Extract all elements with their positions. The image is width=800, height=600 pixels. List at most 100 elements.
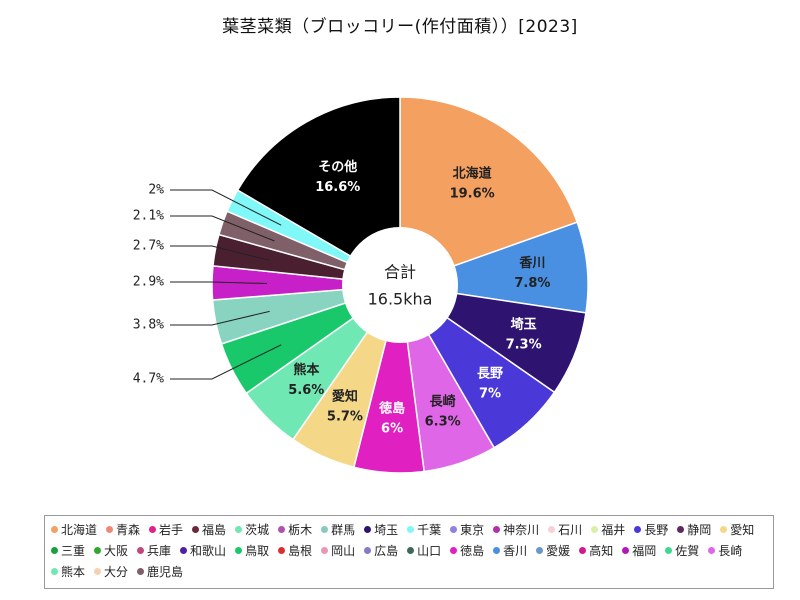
legend-marker (321, 547, 329, 554)
center-label-total: 合計 (384, 263, 416, 282)
legend-label: 高知 (589, 544, 614, 558)
legend-marker (493, 547, 501, 554)
legend-item: 東京 (450, 520, 484, 541)
legend-item: 岡山 (321, 541, 355, 562)
legend-marker (493, 526, 501, 533)
legend: 北海道 青森 岩手 福島 茨城 栃木 群馬 埼玉 千葉 東京 神奈川 石川 福井 長野 静岡 愛知三重 大阪 兵庫… (44, 515, 774, 589)
legend-label: 埼玉 (374, 523, 399, 537)
legend-marker (364, 526, 372, 533)
legend-item: 栃木 (278, 520, 312, 541)
legend-marker (634, 526, 642, 533)
legend-label: 東京 (460, 523, 485, 537)
legend-label: 三重 (61, 544, 86, 558)
legend-marker (51, 568, 58, 575)
center-hole (342, 227, 458, 343)
legend-marker (665, 547, 673, 554)
leader-value-label: 4.7% (133, 372, 164, 387)
legend-label: 広島 (374, 544, 399, 558)
slice-value-label: 7.3% (506, 338, 542, 353)
legend-item: 三重 (51, 541, 85, 562)
pie-slice-北海道 (399, 96, 579, 287)
legend-marker (94, 568, 102, 575)
legend-marker (235, 547, 243, 554)
slice-value-label: 19.6% (450, 186, 495, 201)
legend-marker (137, 547, 145, 554)
legend-label: 福島 (202, 523, 227, 537)
legend-marker (407, 547, 415, 554)
slice-name-label: 熊本 (293, 362, 319, 378)
legend-marker (51, 526, 58, 533)
legend-item: 山口 (407, 541, 441, 562)
slice-value-label: 6.3% (425, 414, 461, 429)
leader-line (170, 281, 268, 285)
legend-label: 佐賀 (675, 544, 700, 558)
legend-item: 福岡 (622, 541, 656, 562)
legend-label: 愛媛 (546, 544, 571, 558)
legend-label: 長崎 (718, 544, 743, 558)
pie-slice-その他 (236, 96, 401, 287)
legend-item: 佐賀 (665, 541, 699, 562)
legend-item: 長崎 (708, 541, 742, 562)
legend-item: 石川 (548, 520, 582, 541)
legend-marker (149, 526, 157, 533)
legend-item: 愛知 (720, 520, 754, 541)
legend-label: 島根 (288, 544, 313, 558)
legend-label: 青森 (116, 523, 141, 537)
legend-item: 香川 (493, 541, 527, 562)
legend-marker (579, 547, 587, 554)
legend-marker (278, 526, 286, 533)
leader-value-label: 2% (148, 183, 164, 198)
legend-label: 石川 (558, 523, 583, 537)
legend-item: 大分 (94, 562, 128, 583)
legend-item: 静岡 (677, 520, 711, 541)
legend-label: 徳島 (460, 544, 485, 558)
leader-value-label: 2.9% (133, 275, 164, 290)
slice-name-label: 埼玉 (511, 317, 537, 333)
legend-item: 青森 (106, 520, 140, 541)
leader-value-label: 2.1% (133, 209, 164, 224)
legend-item: 鹿児島 (137, 562, 183, 583)
legend-marker (720, 526, 728, 533)
legend-item: 兵庫 (137, 541, 171, 562)
legend-item: 島根 (278, 541, 312, 562)
legend-marker (536, 547, 544, 554)
legend-marker (321, 526, 329, 533)
legend-item: 神奈川 (493, 520, 539, 541)
legend-item: 群馬 (321, 520, 355, 541)
legend-label: 長野 (644, 523, 669, 537)
slice-name-label: 愛知 (332, 389, 358, 405)
legend-item: 大阪 (94, 541, 128, 562)
legend-label: 福岡 (632, 544, 657, 558)
legend-item: 千葉 (407, 520, 441, 541)
leader-line (170, 245, 270, 261)
legend-item: 高知 (579, 541, 613, 562)
legend-label: 神奈川 (503, 523, 540, 537)
legend-label: 栃木 (288, 523, 313, 537)
legend-marker (235, 526, 243, 533)
legend-label: 岩手 (159, 523, 184, 537)
legend-marker (450, 526, 458, 533)
legend-label: 北海道 (61, 523, 98, 537)
legend-label: 鹿児島 (147, 565, 184, 579)
legend-label: 熊本 (61, 565, 86, 579)
slice-value-label: 6% (381, 421, 403, 436)
leader-line (170, 310, 270, 326)
legend-marker (708, 547, 716, 554)
slice-name-label: 徳島 (378, 400, 405, 416)
legend-marker (548, 526, 556, 533)
legend-label: 鳥取 (245, 544, 270, 558)
slice-name-label: 北海道 (453, 165, 492, 181)
legend-marker (192, 526, 200, 533)
legend-item: 愛媛 (536, 541, 570, 562)
legend-label: 福井 (601, 523, 626, 537)
legend-item: 岩手 (149, 520, 183, 541)
slice-name-label: その他 (318, 159, 357, 175)
legend-marker (94, 547, 102, 554)
leader-line (170, 215, 275, 242)
slice-name-label: 香川 (518, 255, 545, 271)
legend-marker (278, 547, 286, 554)
slice-value-label: 5.6% (288, 383, 324, 398)
center-label-value: 16.5kha (368, 290, 433, 309)
chart-title: 葉茎菜類（ブロッコリー(作付面積））[2023] (222, 17, 578, 37)
legend-label: 香川 (503, 544, 528, 558)
